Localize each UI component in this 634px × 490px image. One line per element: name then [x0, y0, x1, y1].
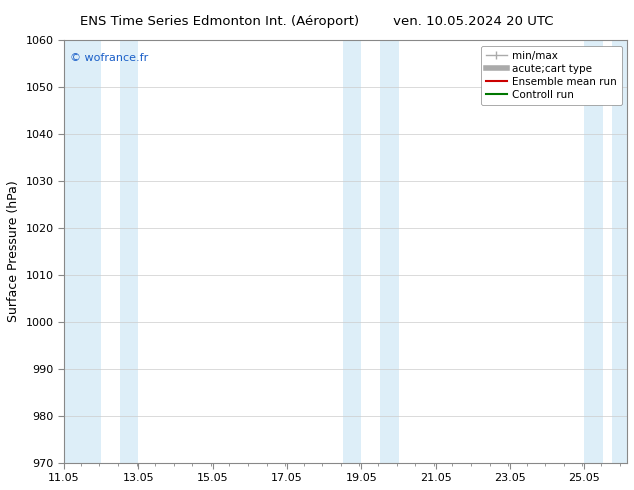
- Text: ENS Time Series Edmonton Int. (Aéroport)        ven. 10.05.2024 20 UTC: ENS Time Series Edmonton Int. (Aéroport)…: [81, 15, 553, 28]
- Bar: [120, 40, 138, 463]
- Text: © wofrance.fr: © wofrance.fr: [70, 53, 148, 63]
- Bar: [343, 40, 361, 463]
- Bar: [585, 40, 603, 463]
- Bar: [380, 40, 399, 463]
- Y-axis label: Surface Pressure (hPa): Surface Pressure (hPa): [7, 181, 20, 322]
- Bar: [612, 40, 627, 463]
- Bar: [64, 40, 101, 463]
- Legend: min/max, acute;cart type, Ensemble mean run, Controll run: min/max, acute;cart type, Ensemble mean …: [481, 46, 622, 105]
